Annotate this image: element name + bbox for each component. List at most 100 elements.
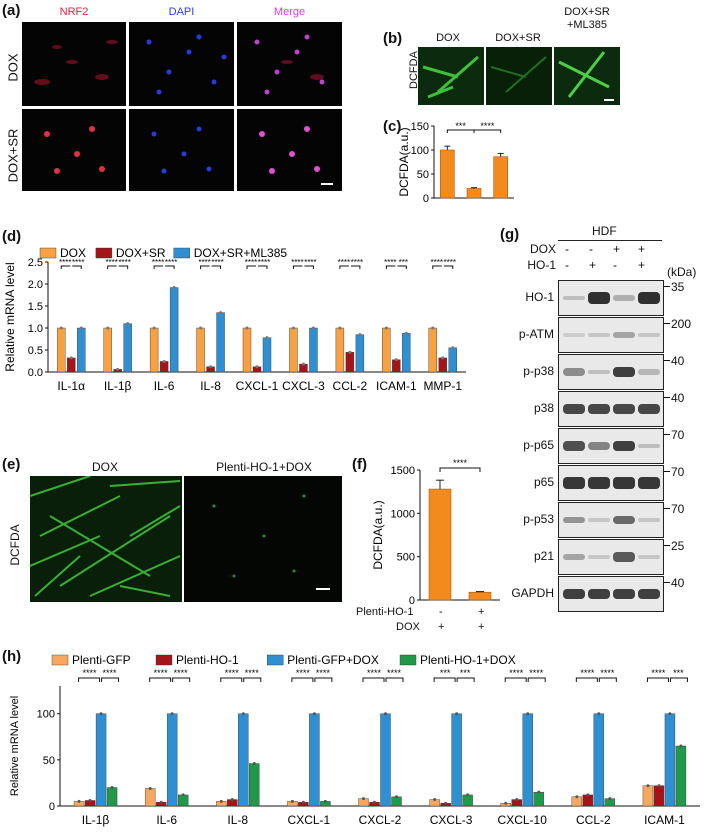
panel-f-row-plenti-v1: +: [478, 606, 485, 618]
d-sig-bracket: [258, 265, 268, 269]
panel-g-condition-value: +: [638, 258, 646, 272]
h-bar: [582, 794, 594, 807]
h-point: [575, 795, 579, 799]
h-point: [170, 712, 174, 716]
d-sig-label: ****: [245, 258, 257, 267]
d-sig-label: ****: [105, 258, 117, 267]
panel-a-col-merge: Merge: [273, 6, 306, 18]
d-ytick-label: 0.0: [28, 367, 43, 379]
h-sig-label: ****: [83, 668, 98, 678]
c-ytick-label: 100: [411, 145, 429, 157]
d-sig-label: ****: [211, 258, 223, 267]
d-bar: [262, 337, 272, 373]
h-legend-swatch: [155, 654, 173, 666]
h-point: [646, 784, 650, 788]
panel-e-col-dox: DOX: [91, 460, 118, 474]
d-point: [59, 326, 63, 330]
d-sig-bracket: [153, 265, 164, 269]
blot-band: [638, 477, 660, 489]
d-bar: [382, 327, 391, 373]
d-point: [126, 322, 130, 326]
d-bar: [67, 357, 76, 373]
d-bar: [289, 327, 298, 373]
h-sig-bracket: [101, 677, 120, 682]
blot-band: [638, 292, 660, 304]
d-bar: [242, 327, 252, 373]
panel-f-row-dox-v0: +: [438, 621, 445, 633]
h-sig-label: ****: [103, 668, 118, 678]
d-sig-bracket: [211, 265, 222, 269]
d-sig-bracket: [107, 265, 117, 269]
h-point: [455, 712, 459, 716]
d-bar: [345, 351, 355, 373]
h-sig-label: ***: [440, 668, 451, 678]
h-sig-label: ****: [154, 668, 169, 678]
h-point: [608, 797, 612, 801]
blot-strip: [558, 465, 664, 501]
d-sig-label: ****: [291, 258, 303, 267]
d-bar: [309, 327, 318, 373]
blot-band: [638, 443, 660, 449]
panel-f-row-plenti-v0: -: [439, 606, 443, 618]
blot-band: [613, 477, 635, 489]
h-point: [148, 786, 152, 790]
h-point: [395, 795, 398, 799]
blot-kda-tick: [664, 323, 670, 324]
panel-g-condition-name: HO-1: [527, 258, 556, 272]
d-sig-label: ****: [72, 258, 84, 267]
blot-band: [613, 403, 635, 415]
f-ylabel: DCFDA(a.u.): [371, 500, 385, 569]
blot-band: [613, 332, 635, 338]
h-point: [679, 744, 683, 748]
d-sig-label: ****: [304, 258, 316, 267]
panel-a-col-dapi: DAPI: [168, 6, 195, 18]
d-sig-bracket: [60, 265, 71, 269]
d-bar: [77, 327, 86, 373]
h-bar: [249, 763, 260, 807]
blot-band: [563, 516, 585, 524]
d-legend-swatch: [95, 247, 113, 259]
blot-kda-label: 40: [671, 576, 685, 590]
blot-band: [563, 588, 585, 600]
c-bar: [493, 156, 508, 199]
h-sig-bracket: [504, 677, 527, 682]
panel-f-row-plenti-name: Plenti-HO-1: [356, 606, 414, 618]
d-point: [162, 359, 166, 363]
f-bar: [468, 591, 492, 601]
panel-g-condition-value: -: [589, 242, 593, 256]
d-bar: [402, 333, 411, 373]
panel-f-label: (f): [352, 456, 367, 473]
blot-band: [638, 588, 660, 600]
h-bar: [642, 785, 654, 807]
panel-a-row-dox: DOX: [5, 53, 21, 82]
blot-band: [563, 368, 585, 376]
blot-kda-tick: [664, 397, 670, 398]
blot-kda-tick: [664, 582, 670, 583]
d-sig-label: ****: [165, 258, 177, 267]
h-point: [586, 793, 590, 797]
h-point: [290, 799, 294, 803]
h-bar: [522, 713, 533, 807]
blot-label: GAPDH: [511, 586, 554, 600]
h-sig-label: ***: [673, 668, 684, 678]
h-sig-bracket: [172, 677, 191, 682]
h-point: [312, 712, 316, 716]
d-point: [152, 326, 156, 330]
h-bar: [593, 713, 605, 807]
d-sig-label: ****: [351, 258, 363, 267]
d-bar: [57, 327, 66, 373]
blot-strip: [558, 354, 664, 390]
blot-band: [638, 403, 660, 415]
blot-kda-tick: [664, 360, 670, 361]
d-sig-label: ****: [338, 258, 350, 267]
h-point: [657, 784, 661, 788]
d-point: [79, 326, 83, 330]
c-ylabel: DCFDA(a.u.): [397, 127, 411, 196]
d-sig-bracket: [385, 265, 396, 269]
h-point: [88, 798, 92, 802]
panel-b-col-doxsrml-text: DOX+SR +ML385: [564, 6, 610, 31]
h-ylabel: Relative mRNA level: [9, 696, 21, 796]
h-sig-label: ***: [460, 668, 471, 678]
h-bar: [166, 713, 178, 807]
d-legend-label: DOX+SR: [116, 246, 166, 260]
